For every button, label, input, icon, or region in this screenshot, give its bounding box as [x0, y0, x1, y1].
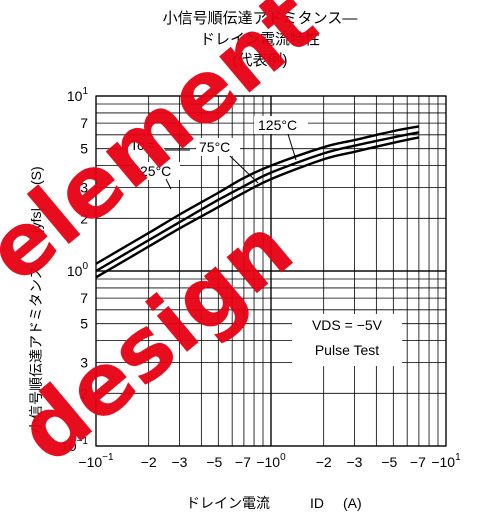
y-axis-label: 小信号順伝達アドミタンス |yfs| (S) [28, 166, 44, 433]
y-tick-label: 3 [80, 355, 88, 371]
x-tick-label: −100 [256, 452, 286, 470]
y-tick-label: 5 [80, 141, 88, 157]
x-tick-label: −101 [431, 452, 461, 470]
series-line [95, 125, 420, 265]
series-annotations: Tc = 25°C 75°C 125°C [126, 116, 308, 190]
watermark: element design [0, 0, 336, 482]
label-leader-75 [229, 155, 259, 184]
y-axis-unit: (S) [28, 166, 44, 185]
y-tick-label: 7 [80, 115, 88, 131]
series-line [95, 136, 420, 279]
y-tick-label: 5 [80, 316, 88, 332]
y-tick-label: 3 [80, 180, 88, 196]
x-tick-label: −2 [316, 454, 332, 470]
tc-label: Tc = [130, 137, 156, 153]
condition-vds: VDS = −5V [312, 317, 383, 333]
chart-title-line-2: ドレイン電流特性 [200, 31, 320, 48]
x-tick-label: −3 [347, 454, 363, 470]
series-line [95, 131, 420, 273]
y-tick-label: 2 [80, 385, 88, 401]
x-tick-label: −3 [172, 454, 188, 470]
condition-pulse: Pulse Test [315, 342, 379, 358]
x-tick-label: −7 [410, 454, 426, 470]
x-tick-label: −7 [235, 454, 251, 470]
y-axis-symbol: |yfs| [28, 208, 44, 233]
x-tick-label: −5 [206, 454, 222, 470]
x-axis-label: ドレイン電流 ID (A) [186, 495, 362, 511]
y-tick-label: 10−1 [61, 436, 88, 454]
y-tick-labels: 10−1 2 3 5 7 100 2 3 5 7 101 [61, 86, 88, 454]
y-tick-label: 2 [80, 210, 88, 226]
x-tick-label: −10−1 [78, 452, 114, 470]
x-tick-labels: −10−1 −2 −3 −5 −7 −100 −2 −3 −5 −7 −101 [78, 452, 461, 470]
chart-title-line-1: 小信号順伝達アドミタンス— [163, 10, 358, 27]
series-label-125: 125°C [258, 117, 297, 133]
y-tick-label: 100 [67, 261, 89, 279]
label-leader-125 [287, 133, 297, 161]
label-leader-tc25 [165, 178, 172, 190]
y-tick-label: 7 [80, 290, 88, 306]
series-lines [95, 125, 420, 279]
y-axis-label-text: 小信号順伝達アドミタンス [28, 265, 44, 433]
x-axis-unit: (A) [343, 495, 362, 511]
test-condition: VDS = −5V Pulse Test [292, 314, 402, 366]
x-tick-label: −2 [141, 454, 157, 470]
x-axis-label-text: ドレイン電流 [186, 495, 270, 511]
series-label-75: 75°C [199, 139, 230, 155]
chart-title-line-3: (代表例) [233, 52, 288, 69]
x-axis-symbol: ID [310, 495, 324, 511]
x-tick-label: −5 [381, 454, 397, 470]
y-tick-label: 101 [67, 86, 89, 104]
series-label-25: 25°C [140, 163, 171, 179]
